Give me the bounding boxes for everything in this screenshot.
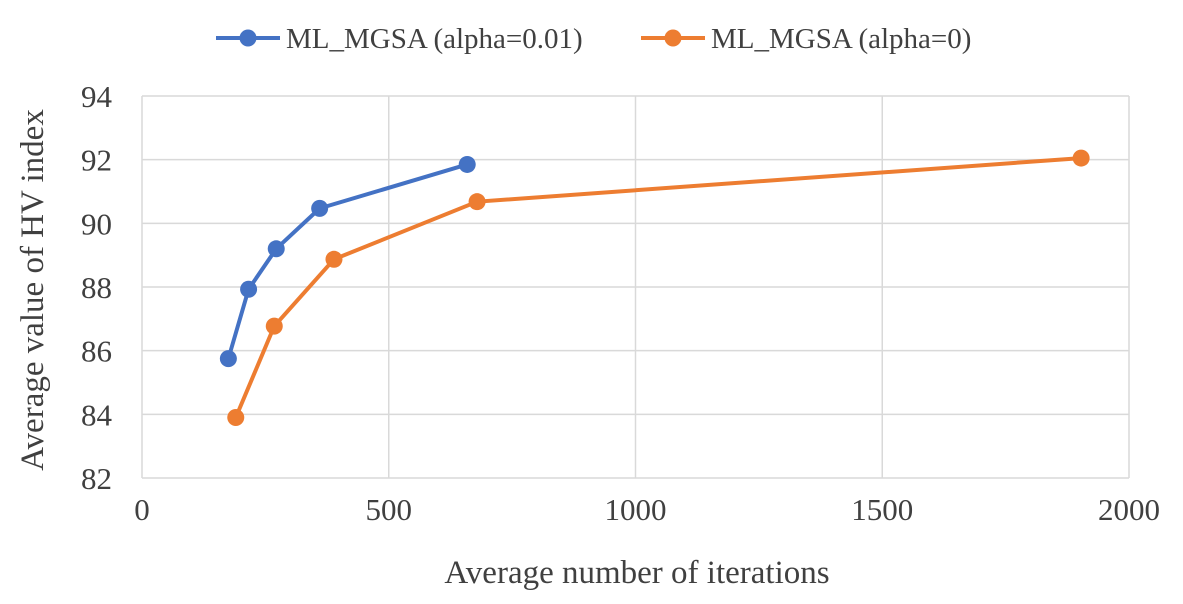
y-tick-label-1: 84 bbox=[81, 397, 113, 432]
x-tick-label-2: 1000 bbox=[605, 492, 667, 527]
x-tick-label-3: 1500 bbox=[851, 492, 913, 527]
x-tick-label-4: 2000 bbox=[1098, 492, 1160, 527]
series-0 bbox=[219, 155, 476, 368]
series-0-point-0 bbox=[219, 350, 237, 368]
y-tick-labels: 82 84 86 88 90 92 94 bbox=[81, 79, 113, 496]
y-tick-label-0: 82 bbox=[81, 461, 112, 496]
series-1-point-1 bbox=[265, 317, 283, 335]
series-1-point-3 bbox=[468, 193, 486, 211]
y-tick-label-6: 94 bbox=[81, 79, 113, 114]
series-0-point-1 bbox=[240, 280, 258, 298]
y-axis-title: Average value of HV index bbox=[15, 109, 51, 471]
x-tick-labels: 0 500 1000 1500 2000 bbox=[134, 492, 1160, 527]
legend: ML_MGSA (alpha=0.01) ML_MGSA (alpha=0) bbox=[216, 23, 971, 55]
series-0-point-3 bbox=[311, 199, 329, 217]
series-1 bbox=[227, 149, 1090, 427]
series-1-point-0 bbox=[227, 409, 245, 427]
y-tick-label-2: 86 bbox=[81, 334, 112, 369]
gridlines bbox=[141, 95, 1130, 479]
legend-marker-0 bbox=[239, 29, 257, 47]
legend-item-1: ML_MGSA (alpha=0) bbox=[641, 23, 971, 55]
legend-label-0: ML_MGSA (alpha=0.01) bbox=[286, 23, 583, 55]
series-layer bbox=[219, 149, 1090, 427]
x-tick-label-0: 0 bbox=[134, 492, 150, 527]
x-axis-title: Average number of iterations bbox=[444, 555, 829, 591]
legend-label-1: ML_MGSA (alpha=0) bbox=[711, 23, 971, 55]
series-0-line bbox=[226, 162, 470, 361]
y-tick-label-5: 92 bbox=[81, 143, 112, 178]
y-tick-label-3: 88 bbox=[81, 270, 112, 305]
series-1-point-2 bbox=[325, 250, 343, 268]
series-0-point-2 bbox=[267, 240, 285, 258]
legend-item-0: ML_MGSA (alpha=0.01) bbox=[216, 23, 583, 55]
x-tick-label-1: 500 bbox=[366, 492, 413, 527]
legend-marker-1 bbox=[664, 29, 682, 47]
y-tick-label-4: 90 bbox=[81, 206, 112, 241]
series-1-point-4 bbox=[1072, 149, 1090, 167]
series-0-point-4 bbox=[458, 155, 476, 173]
